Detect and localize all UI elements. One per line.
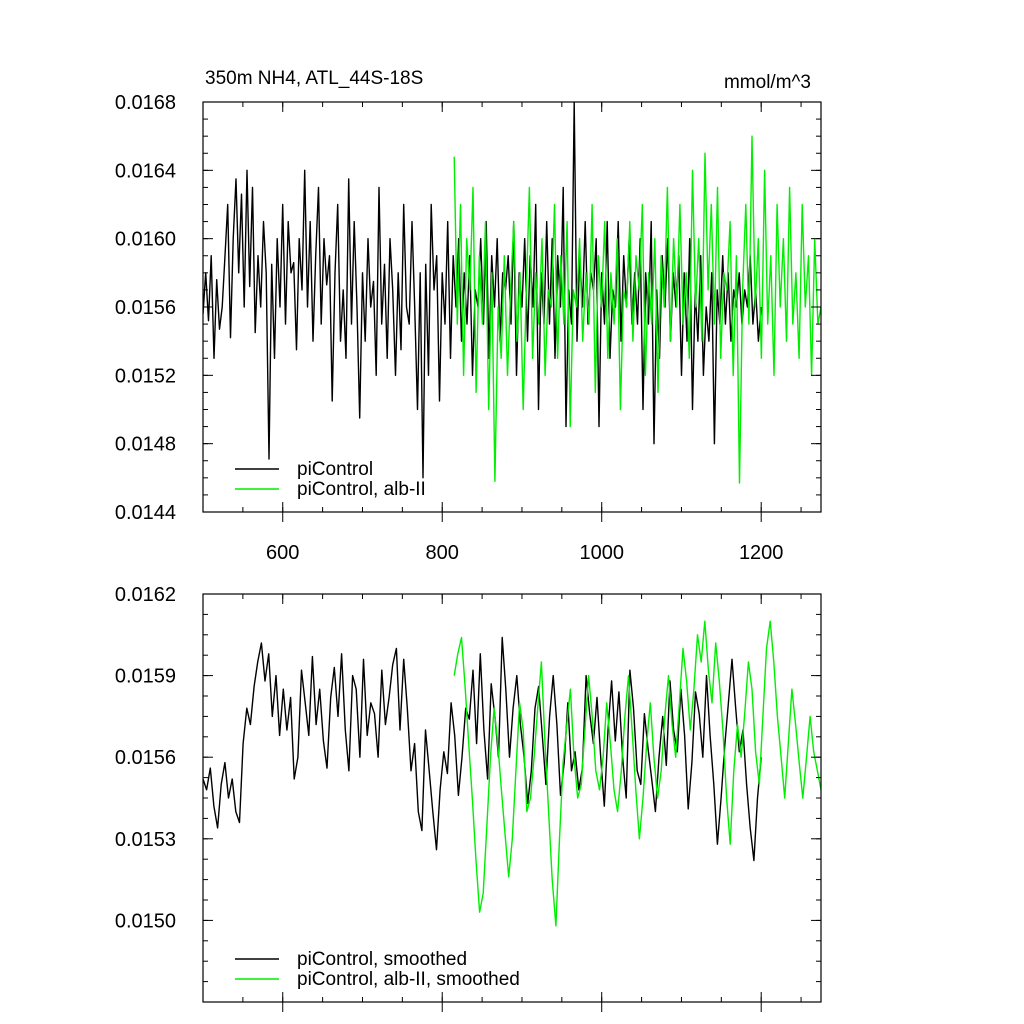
panel-bottom: 0.0150 0.0153 0.0156 0.0159 0.0162 piControl,…: [115, 584, 822, 1012]
chart-title: 350m NH4, ATL_44S-18S: [205, 68, 423, 89]
y-tick-label: 0.0162: [115, 584, 176, 606]
y-tick-label: 0.0148: [115, 434, 176, 456]
panel-top: 600 800 1000 1200 0.0144 0.0148 0.0152 0.0156 0.…: [115, 68, 822, 564]
y-tick-label: 0.0153: [115, 829, 176, 851]
series-line-top-2: [453, 135, 821, 484]
legend-label: piControl: [297, 459, 373, 480]
y-tick-label: 0.0168: [115, 92, 176, 114]
y-tick-label: 0.0156: [115, 297, 176, 319]
y-tick-label: 0.0156: [115, 747, 176, 769]
y-tick-label: 0.0159: [115, 666, 176, 688]
y-tick-label: 0.0144: [115, 502, 176, 524]
y-tick-label: 0.0152: [115, 365, 176, 387]
legend-label: piControl, smoothed: [297, 949, 467, 970]
x-tick-label: 600: [266, 542, 299, 564]
series-line-bottom-2: [453, 620, 821, 927]
legend-label: piControl, alb-II, smoothed: [297, 969, 520, 990]
legend-label: piControl, alb-II: [297, 479, 426, 500]
units-label: mmol/m^3: [724, 72, 811, 93]
x-tick-label: 1200: [739, 542, 784, 564]
y-tick-label: 0.0150: [115, 910, 176, 932]
plot-frame: [202, 593, 822, 1003]
x-tick-label: 1000: [579, 542, 624, 564]
x-tick-label: 800: [426, 542, 459, 564]
y-tick-label: 0.0164: [115, 160, 176, 182]
series-line-bottom-1: [203, 636, 762, 862]
y-tick-label: 0.0160: [115, 229, 176, 251]
